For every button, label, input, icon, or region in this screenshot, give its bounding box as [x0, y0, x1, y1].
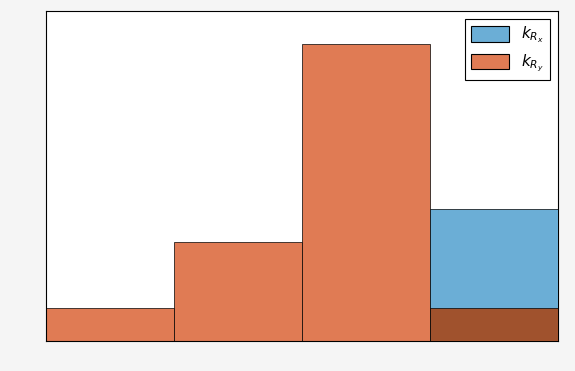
Bar: [430, 308, 558, 341]
Bar: [430, 308, 558, 341]
Legend: $k_{R_x}$, $k_{R_y}$: $k_{R_x}$, $k_{R_y}$: [465, 19, 550, 81]
Bar: [46, 308, 174, 341]
Bar: [302, 44, 430, 341]
Bar: [430, 209, 558, 341]
Bar: [174, 242, 302, 341]
